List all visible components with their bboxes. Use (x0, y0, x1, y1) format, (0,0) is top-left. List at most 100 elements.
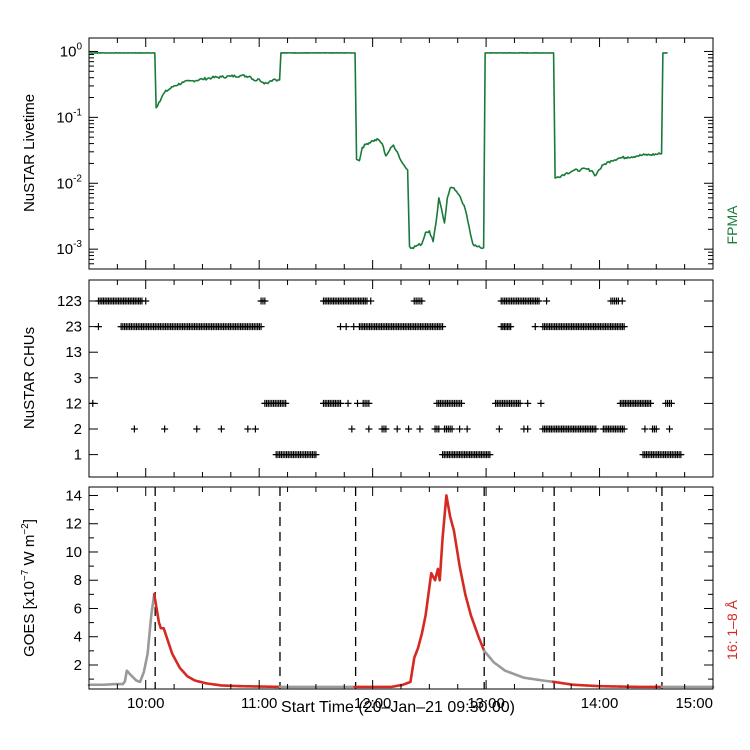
chu-marker (244, 425, 252, 433)
chu-marker (677, 451, 685, 459)
chu-marker (439, 323, 447, 331)
chu-marker (652, 425, 660, 433)
goes-ytick-label: 2 (74, 657, 82, 674)
chu-marker (257, 323, 265, 331)
goes-ytick-label: 6 (74, 600, 82, 617)
livetime-plot-layer: 100 10-1 10-2 10-3 (56, 41, 713, 270)
x-axis-layer: 10:00 11:00 12:00 13:00 14:00 15:00 (88, 38, 714, 712)
goes-plot-layer: 2 4 6 8 10 12 14 (65, 487, 715, 689)
chu-marker (382, 425, 390, 433)
chu-marker (393, 425, 401, 433)
chus-category-label: 3 (74, 370, 82, 387)
goes-ytick-label: 14 (65, 487, 82, 504)
chu-marker (130, 425, 138, 433)
goes-curve-grey (87, 593, 156, 687)
chu-marker (193, 425, 201, 433)
chu-marker (94, 323, 102, 331)
goes-series-label: 16: 1–8 Å (724, 599, 740, 660)
goes-ylabel-mid: W m (21, 535, 38, 570)
chu-marker (348, 425, 356, 433)
goes-curve-highlighted (353, 494, 486, 689)
x-tick-label: 13:00 (467, 695, 505, 712)
goes-ylabel-text: GOES [x10 (21, 581, 38, 657)
goes-ylabel-exp: −7 (20, 569, 31, 581)
goes-ylabel-end: ] (21, 519, 38, 523)
chu-marker (251, 425, 259, 433)
chus-category-label: 123 (57, 293, 82, 310)
chu-marker (463, 425, 471, 433)
chu-marker (524, 425, 532, 433)
chu-marker (620, 323, 628, 331)
goes-ytick-label: 4 (74, 629, 82, 646)
chu-marker (516, 399, 524, 407)
chu-marker (342, 323, 350, 331)
goes-curve-grey (482, 649, 555, 684)
chu-marker (344, 399, 352, 407)
goes-curve-highlighted (551, 680, 664, 689)
livetime-ytick-label: 10-2 (56, 173, 82, 192)
chu-marker (142, 297, 150, 305)
x-tick-label: 12:00 (354, 695, 392, 712)
chu-marker (543, 297, 551, 305)
chu-marker (618, 297, 626, 305)
chu-marker (666, 425, 674, 433)
chu-marker (416, 425, 424, 433)
chu-marker (405, 425, 413, 433)
chus-category-label: 23 (65, 319, 82, 336)
chus-ylabel: NuSTAR CHUs (21, 327, 38, 429)
chus-category-label: 13 (65, 344, 82, 361)
chus-category-label: 12 (65, 395, 82, 412)
x-tick-label: 10:00 (127, 695, 165, 712)
chu-marker (261, 297, 269, 305)
chu-marker (448, 425, 456, 433)
goes-curve-highlighted (152, 593, 282, 689)
chus-panel-frame (88, 279, 714, 478)
chu-marker (535, 297, 543, 305)
chu-marker (592, 425, 600, 433)
chus-category-label: 1 (74, 447, 82, 464)
goes-panel-frame (88, 486, 714, 690)
livetime-ytick-label: 10-1 (56, 107, 82, 126)
chu-marker (365, 399, 373, 407)
goes-ytick-label: 8 (74, 572, 82, 589)
x-tick-label: 11:00 (241, 695, 277, 712)
chu-marker (641, 425, 649, 433)
chu-marker (620, 425, 628, 433)
livetime-ytick-label: 10-3 (56, 239, 82, 258)
fpma-livetime-line (89, 51, 668, 250)
chus-category-label: 2 (74, 421, 82, 438)
chu-marker (456, 425, 464, 433)
x-axis-label: Start Time (20–Jan–21 09:30:00) (281, 699, 515, 716)
chu-marker (507, 323, 515, 331)
chu-marker (217, 425, 225, 433)
chu-marker (524, 399, 532, 407)
chu-marker (667, 399, 675, 407)
chu-marker (647, 399, 655, 407)
goes-ylabel-exp2: −2 (20, 523, 31, 535)
chu-marker (495, 425, 503, 433)
chu-marker (486, 451, 494, 459)
x-tick-label: 14:00 (581, 695, 619, 712)
chu-marker (336, 399, 344, 407)
chu-marker (312, 451, 320, 459)
livetime-ytick-label: 100 (60, 41, 83, 60)
chu-marker (537, 399, 545, 407)
fpma-series-label: FPMA (724, 205, 740, 245)
x-tick-label: 15:00 (675, 695, 713, 712)
chu-marker (367, 297, 375, 305)
chu-marker (89, 399, 97, 407)
goes-ytick-label: 12 (65, 516, 82, 533)
goes-ytick-label: 10 (65, 544, 82, 561)
chu-marker (161, 425, 169, 433)
chu-marker (531, 323, 539, 331)
goes-ylabel: GOES [x10−7 W m−2] (20, 519, 38, 657)
chu-marker (458, 399, 466, 407)
chu-marker (418, 297, 426, 305)
livetime-ylabel: NuSTAR Livetime (21, 94, 38, 212)
chu-marker (282, 399, 290, 407)
livetime-panel-frame (88, 37, 714, 270)
chu-marker (365, 425, 373, 433)
